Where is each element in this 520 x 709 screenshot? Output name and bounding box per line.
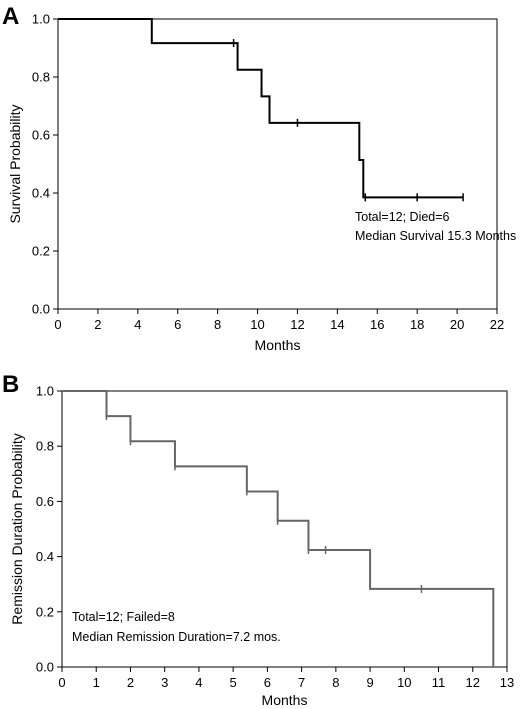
y-tick-label: 0.0 [32,302,50,317]
panel-a-y-axis-label: Survival Probability [7,104,23,223]
survival-step-line [58,18,464,199]
y-tick-label: 0.2 [36,604,54,619]
panel-a-series [58,18,464,202]
y-tick-label: 0.0 [36,660,54,675]
y-tick-label: 1.0 [36,384,54,399]
panel-a-x-axis-label: Months [255,337,301,353]
x-tick-label: 3 [161,675,168,690]
panel-b-y-ticks: 0.0 0.2 0.4 0.6 0.8 1.0 [36,384,62,675]
x-tick-label: 22 [490,317,504,332]
x-tick-label: 4 [195,675,202,690]
y-tick-label: 0.6 [32,128,50,143]
panel-b-letter: B [2,371,19,398]
x-tick-label: 2 [127,675,134,690]
x-tick-label: 8 [332,675,339,690]
x-tick-label: 6 [174,317,181,332]
y-tick-label: 0.6 [36,494,54,509]
x-tick-label: 0 [58,675,65,690]
panel-b-plot-frame [61,390,508,668]
y-tick-label: 0.8 [32,70,50,85]
x-tick-label: 1 [93,675,100,690]
panel-b-x-axis-label: Months [262,692,308,708]
x-tick-label: 12 [466,675,480,690]
x-tick-label: 13 [500,675,514,690]
x-tick-label: 14 [330,317,344,332]
panel-b-x-ticks: 0 1 2 3 4 5 6 7 8 9 10 11 12 13 [58,667,514,690]
panel-a-x-ticks: 0 2 4 6 8 10 12 14 16 18 20 22 [54,309,504,332]
x-tick-label: 2 [94,317,101,332]
panel-a-plot-frame [57,18,498,310]
x-tick-label: 10 [397,675,411,690]
x-tick-label: 16 [370,317,384,332]
x-tick-label: 9 [366,675,373,690]
y-tick-label: 0.4 [36,549,54,564]
x-tick-label: 10 [250,317,264,332]
y-tick-label: 0.2 [32,244,50,259]
panel-a-annotation-total: Total=12; Died=6 [355,210,450,224]
panel-b-chart: B 0 1 2 3 4 5 6 7 8 9 10 11 12 13 0.00.20.40.60.81.0 … [2,371,514,708]
x-tick-label: 11 [432,675,446,690]
x-tick-label: 0 [54,317,61,332]
panel-a-annotation-median: Median Survival 15.3 Months [355,229,516,243]
panel-a-chart: A 0 2 4 6 8 10 12 14 16 18 20 22 0.0 0.2 0.4 0.6 0.8 1.0… [2,3,516,353]
panel-a-letter: A [2,3,19,30]
x-tick-label: 7 [298,675,305,690]
y-tick-label: 1.0 [32,12,50,27]
panel-b-y-axis-label: Remission Duration Probability [9,433,25,624]
x-tick-label: 12 [290,317,304,332]
x-tick-label: 4 [134,317,141,332]
y-tick-label: 0.4 [32,186,50,201]
panel-b-annotation-total: Total=12; Failed=8 [72,610,175,624]
x-tick-label: 18 [410,317,424,332]
x-tick-label: 5 [230,675,237,690]
survival-step-line [62,390,495,667]
x-tick-label: 8 [214,317,221,332]
y-tick-label: 0.8 [36,439,54,454]
panel-a-y-ticks: 0.0 0.2 0.4 0.6 0.8 1.0 [32,12,58,317]
x-tick-label: 6 [264,675,271,690]
x-tick-label: 20 [450,317,464,332]
panel-b-annotation-median: Median Remission Duration=7.2 mos. [72,630,281,644]
panel-b-series [62,390,495,667]
